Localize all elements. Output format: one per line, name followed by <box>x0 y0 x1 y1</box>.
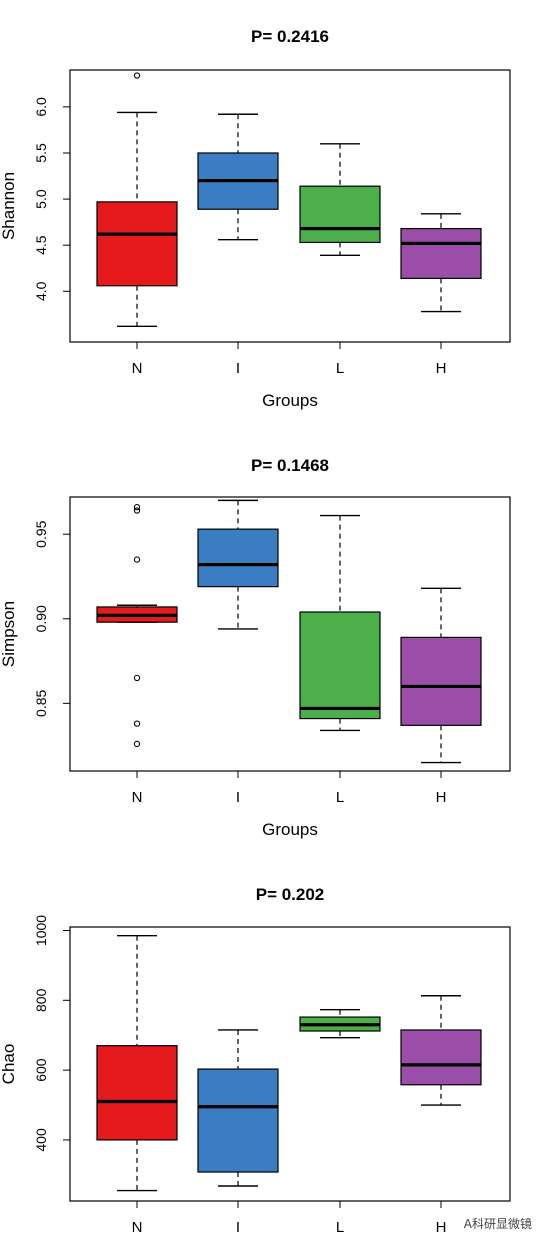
y-tick-label: 4.5 <box>33 235 49 255</box>
y-axis-label: Simpson <box>0 601 18 667</box>
x-tick-label: L <box>336 1219 344 1236</box>
x-tick-label: L <box>336 360 344 377</box>
y-tick-label: 5.0 <box>33 189 49 209</box>
y-tick-label: 400 <box>33 1128 49 1152</box>
box-iqr <box>400 636 482 726</box>
y-tick-label: 600 <box>33 1058 49 1082</box>
box-iqr <box>197 1068 279 1173</box>
chart-title: P= 0.1468 <box>251 456 329 475</box>
boxplot-panel-chao: P= 0.202 400 600 800 1000 Chao N I L H <box>0 885 511 1236</box>
chart-title: P= 0.2416 <box>251 27 329 46</box>
outlier-point <box>133 556 141 563</box>
y-tick-label: 0.85 <box>33 690 49 717</box>
watermark-text: A科研显微镜 <box>463 1217 532 1231</box>
box-I <box>197 1029 279 1187</box>
chart-title: P= 0.202 <box>256 885 325 904</box>
y-axis-label: Chao <box>0 1044 18 1085</box>
box-N <box>96 503 178 748</box>
box-H <box>400 995 482 1106</box>
plot-frame <box>69 926 511 1202</box>
x-tick-label: N <box>132 1219 143 1236</box>
boxplot-panel-simpson: P= 0.1468 0.85 0.90 0.95 Simpson N I L H Groups <box>0 456 511 839</box>
box-N <box>96 935 178 1192</box>
boxplot-panel-shannon: P= 0.2416 4.0 4.5 5.0 5.5 6.0 Shannon N I L H Group… <box>0 27 511 410</box>
outlier-point <box>133 503 141 511</box>
y-axis-label: Shannon <box>0 172 18 240</box>
box-L <box>299 514 381 732</box>
x-tick-label: N <box>132 789 143 806</box>
box-iqr <box>197 528 279 588</box>
y-tick-label: 1000 <box>33 915 49 946</box>
box-iqr <box>299 611 381 720</box>
x-tick-label: H <box>436 1219 447 1236</box>
box-N <box>96 72 178 328</box>
box-iqr <box>400 227 482 279</box>
outlier-point <box>133 720 141 727</box>
x-tick-label: I <box>236 789 240 806</box>
x-axis-label: Groups <box>262 820 318 839</box>
box-H <box>400 213 482 313</box>
box-L <box>299 1009 381 1039</box>
box-L <box>299 143 381 257</box>
x-tick-label: H <box>436 789 447 806</box>
box-H <box>400 587 482 764</box>
y-tick-label: 6.0 <box>33 97 49 117</box>
outlier-point <box>133 72 141 79</box>
x-tick-label: I <box>236 360 240 377</box>
box-iqr <box>96 1045 178 1141</box>
x-tick-label: H <box>436 360 447 377</box>
y-tick-label: 4.0 <box>33 281 49 301</box>
y-tick-label: 800 <box>33 988 49 1012</box>
y-tick-label: 0.95 <box>33 520 49 547</box>
x-tick-label: N <box>132 360 143 377</box>
box-I <box>197 113 279 241</box>
outlier-point <box>133 740 141 748</box>
y-tick-label: 0.90 <box>33 605 49 632</box>
outlier-point <box>133 674 141 682</box>
x-tick-label: I <box>236 1219 240 1236</box>
box-iqr <box>96 201 178 287</box>
x-tick-label: L <box>336 789 344 806</box>
y-tick-label: 5.5 <box>33 143 49 163</box>
plot-frame <box>69 69 511 343</box>
x-axis-label: Groups <box>262 391 318 410</box>
plot-frame <box>69 496 511 772</box>
outlier-point <box>133 507 141 514</box>
box-iqr <box>400 1029 482 1086</box>
box-iqr <box>299 185 381 244</box>
box-I <box>197 499 279 630</box>
